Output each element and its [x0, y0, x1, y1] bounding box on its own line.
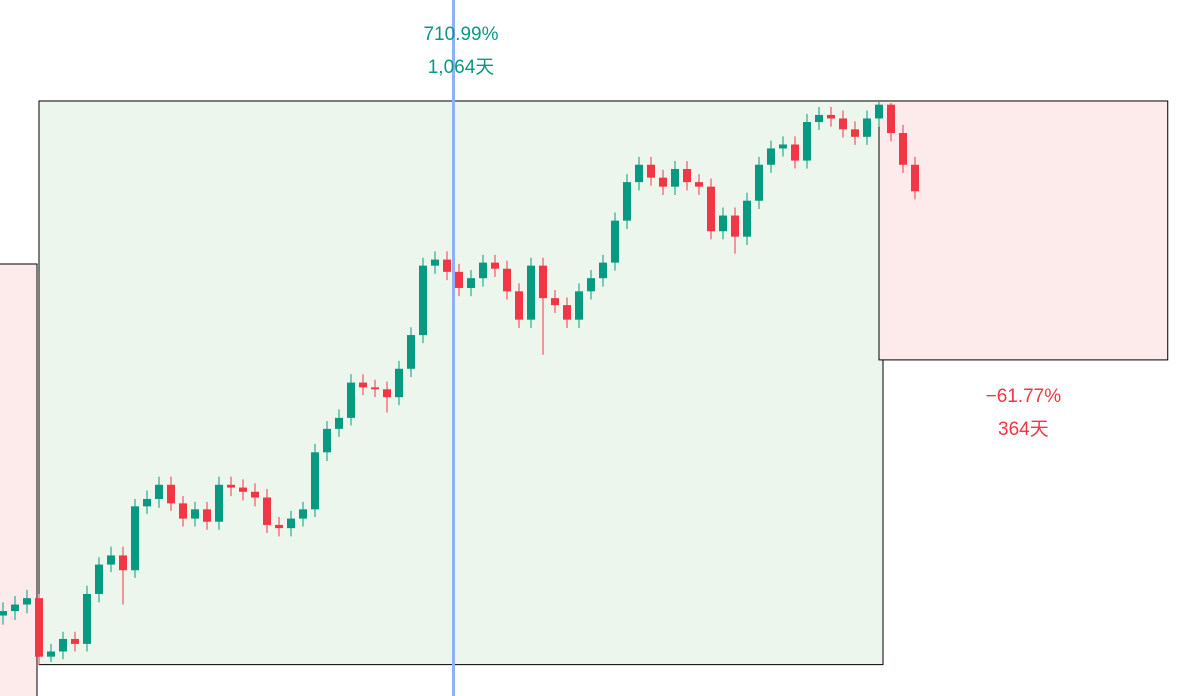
- candle-body: [911, 164, 919, 192]
- candle-body: [203, 509, 211, 522]
- candle-body: [479, 262, 487, 279]
- candle-body: [347, 382, 355, 418]
- candle-body: [11, 604, 19, 612]
- candle-body: [359, 382, 367, 388]
- candle-body: [743, 200, 751, 237]
- candle-body: [431, 259, 439, 266]
- candle-body: [299, 509, 307, 519]
- candle-body: [383, 389, 391, 398]
- candle-body: [323, 428, 331, 453]
- candle-body: [35, 598, 43, 657]
- candle-body: [515, 291, 523, 320]
- measure-box: [38, 100, 884, 666]
- candle-body: [119, 555, 127, 571]
- measure-layer: [38, 100, 1169, 666]
- candle-body: [719, 215, 727, 232]
- measure-days-label: 1,064天: [428, 57, 495, 78]
- candle-body: [215, 484, 223, 522]
- candle-body: [803, 122, 811, 161]
- candle-body: [143, 498, 151, 507]
- measure-change-label: −61.77%: [986, 386, 1062, 407]
- candle-body: [167, 484, 175, 504]
- candle-body: [659, 177, 667, 187]
- candle-body: [779, 144, 787, 149]
- candle-body: [551, 298, 559, 306]
- candle-body: [851, 129, 859, 137]
- candle-body: [407, 335, 415, 369]
- candle-body: [251, 491, 259, 498]
- candle-body: [227, 484, 235, 488]
- candle-body: [491, 262, 499, 269]
- candle-body: [695, 182, 703, 187]
- previous-measure-box: [0, 263, 38, 696]
- candle-body: [671, 168, 679, 187]
- candle-body: [59, 638, 67, 652]
- candle-body: [575, 291, 583, 320]
- candle-body: [107, 555, 115, 565]
- candle-body: [767, 148, 775, 165]
- candle-body: [731, 215, 739, 237]
- candle-body: [563, 305, 571, 320]
- candle-body: [311, 452, 319, 510]
- candle-body: [287, 518, 295, 529]
- candle-body: [839, 118, 847, 130]
- candle-body: [131, 506, 139, 571]
- measure-change-label: 710.99%: [423, 24, 498, 45]
- candle-layer: [0, 100, 919, 665]
- candle-body: [683, 168, 691, 183]
- candle-body: [95, 564, 103, 594]
- candle-body: [47, 651, 55, 657]
- candle-body: [239, 487, 247, 492]
- candle-body: [455, 271, 463, 288]
- candle-body: [83, 593, 91, 644]
- candle-body: [599, 262, 607, 279]
- candle-body: [155, 484, 163, 499]
- candle-body: [275, 524, 283, 529]
- candle-body: [755, 164, 763, 201]
- candle-body: [419, 265, 427, 336]
- candle-body: [263, 497, 271, 525]
- candle-body: [191, 509, 199, 519]
- candle-body: [0, 611, 7, 616]
- candle-body: [887, 104, 895, 134]
- candle-body: [707, 186, 715, 232]
- candle-body: [527, 265, 535, 320]
- candle-body: [443, 259, 451, 272]
- candle-body: [371, 387, 379, 390]
- candle-body: [23, 598, 31, 605]
- candle-body: [611, 220, 619, 263]
- candle-body: [623, 182, 631, 221]
- candle-body: [827, 114, 835, 119]
- candle-body: [647, 164, 655, 178]
- candle-body: [503, 268, 511, 292]
- candle-body: [635, 164, 643, 183]
- candle-body: [71, 638, 79, 644]
- label-layer: 710.99% 1,064天 −61.77% 364天: [423, 24, 1061, 440]
- candle-body: [179, 503, 187, 519]
- candle-body: [395, 368, 403, 398]
- candle-body: [875, 104, 883, 119]
- candle-body: [899, 133, 907, 165]
- candle-body: [467, 278, 475, 288]
- candle-body: [335, 417, 343, 429]
- candle-body: [539, 265, 547, 299]
- measure-days-label: 364天: [998, 419, 1049, 440]
- measure-box: [878, 100, 1169, 361]
- candle-body: [587, 278, 595, 292]
- candle-body: [791, 144, 799, 161]
- candle-body: [815, 114, 823, 123]
- candle-body: [863, 118, 871, 137]
